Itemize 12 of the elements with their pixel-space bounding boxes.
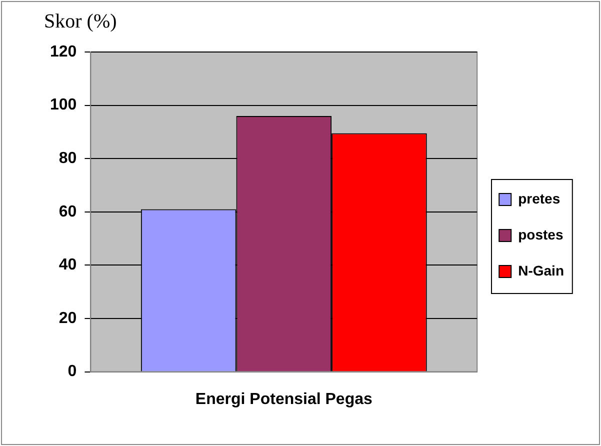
y-tick-label: 120 xyxy=(50,43,77,60)
y-tick-label: 40 xyxy=(58,256,77,274)
legend-label: postes xyxy=(518,226,564,242)
y-tick-label: 80 xyxy=(58,150,77,168)
legend-label: pretes xyxy=(518,190,560,206)
legend-label: N-Gain xyxy=(518,262,564,278)
y-tick-label: 60 xyxy=(58,203,77,220)
x-tick-label: Energi Potensial Pegas xyxy=(195,390,372,408)
y-tick-label: 0 xyxy=(68,363,77,380)
y-axis-title: Skor (%) xyxy=(44,10,117,32)
y-tick-label: 100 xyxy=(50,96,77,114)
y-tick-label: 20 xyxy=(58,310,77,327)
